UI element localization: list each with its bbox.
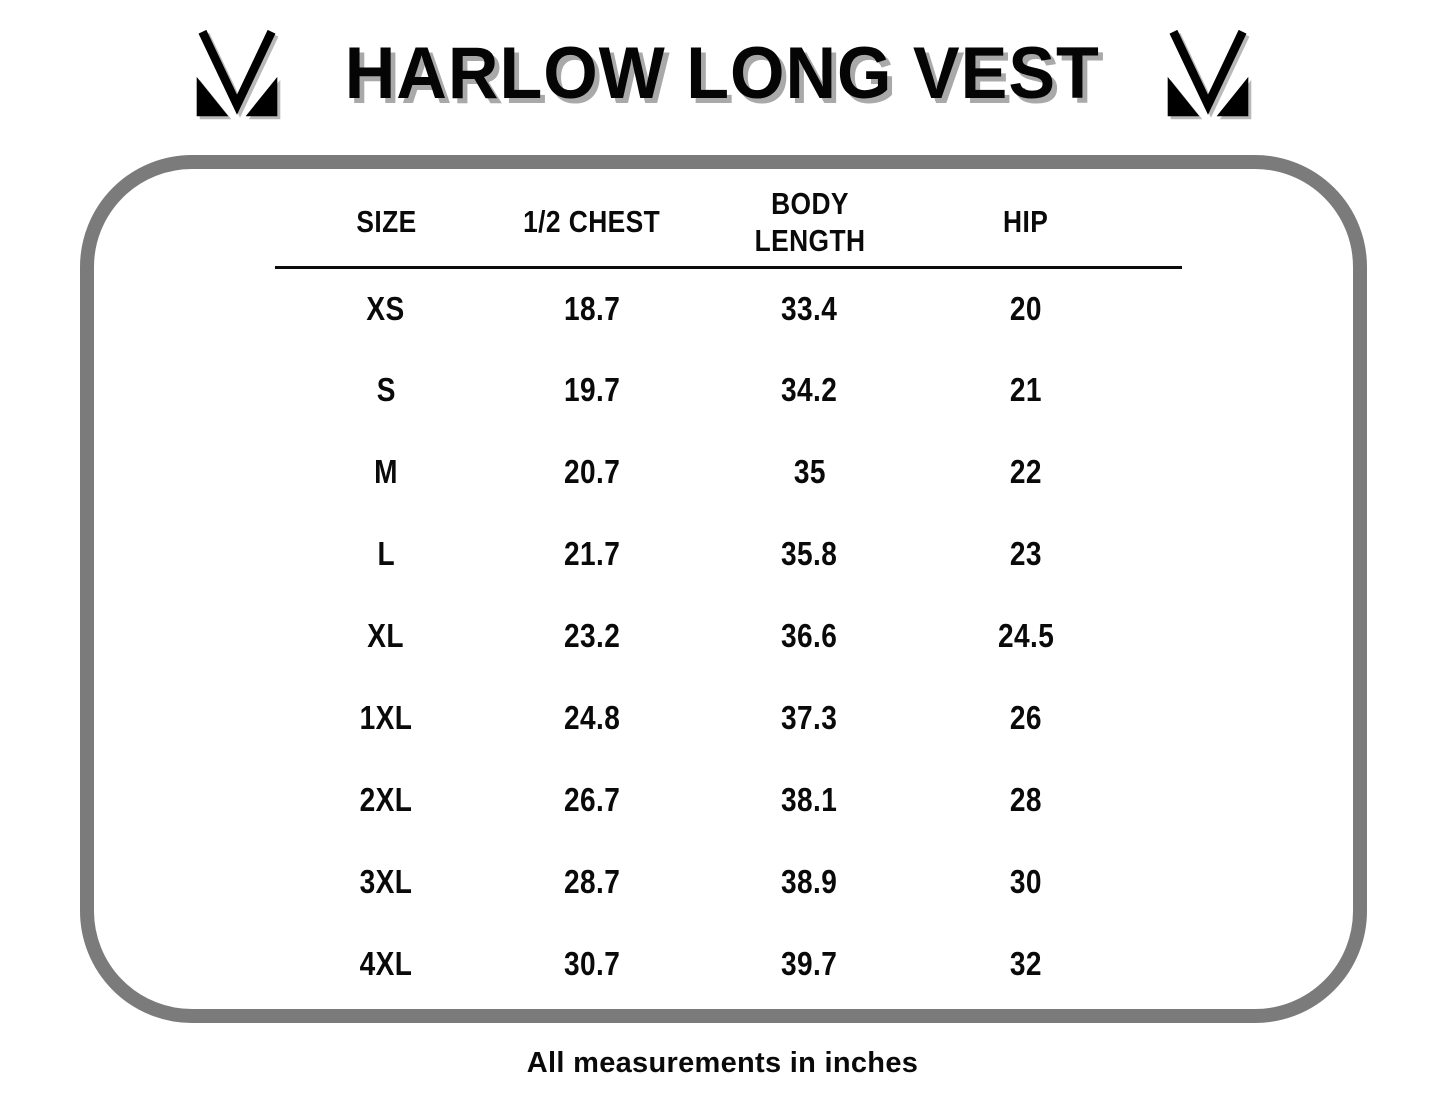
hip-cell: 22 bbox=[1009, 453, 1043, 490]
body-length-cell: 34.2 bbox=[781, 371, 838, 408]
brand-header: HARLOW LONG VEST bbox=[0, 14, 1445, 132]
size-cell: 2XL bbox=[359, 781, 413, 818]
table-row-l: L 21.7 35.8 23 bbox=[275, 513, 1182, 595]
body-length-cell: 35.8 bbox=[781, 535, 838, 572]
size-cell: M bbox=[374, 453, 398, 490]
table-row-1xl: 1XL 24.8 37.3 26 bbox=[275, 677, 1182, 759]
half-chest-cell: 26.7 bbox=[563, 781, 621, 818]
half-chest-cell: 18.7 bbox=[563, 289, 621, 327]
table-row-3xl: 3XL 28.7 38.9 30 bbox=[275, 841, 1182, 923]
column-header-body-length: BODY LENGTH bbox=[687, 179, 932, 269]
hip-cell: 28 bbox=[1009, 781, 1043, 818]
size-cell: XL bbox=[367, 617, 405, 654]
hip-cell: 21 bbox=[1009, 371, 1043, 408]
body-length-cell: 36.6 bbox=[781, 617, 838, 654]
hip-cell: 24.5 bbox=[997, 617, 1055, 654]
body-length-cell: 37.3 bbox=[781, 699, 838, 736]
half-chest-cell: 19.7 bbox=[563, 371, 621, 408]
table-row-4xl: 4XL 30.7 39.7 32 bbox=[275, 923, 1182, 1005]
size-cell: 4XL bbox=[359, 945, 413, 982]
hip-cell: 20 bbox=[1009, 289, 1043, 327]
size-chart-header: SIZE 1/2 CHEST BODY LENGTH HIP bbox=[275, 179, 1182, 269]
m-logo-icon bbox=[196, 29, 278, 117]
hip-cell: 30 bbox=[1009, 863, 1043, 900]
size-chart-body: XS 18.7 33.4 20 S 19.7 34.2 21 M 20.7 35… bbox=[275, 267, 1182, 1005]
half-chest-cell: 28.7 bbox=[563, 863, 621, 900]
table-row-xs: XS 18.7 33.4 20 bbox=[275, 267, 1182, 349]
size-cell: L bbox=[377, 535, 395, 572]
page-title: HARLOW LONG VEST bbox=[344, 32, 1101, 114]
hip-cell: 32 bbox=[1009, 945, 1043, 982]
half-chest-cell: 21.7 bbox=[563, 535, 621, 572]
half-chest-cell: 30.7 bbox=[563, 945, 621, 982]
table-row-xl: XL 23.2 36.6 24.5 bbox=[275, 595, 1182, 677]
header-row: SIZE 1/2 CHEST BODY LENGTH HIP bbox=[275, 179, 1182, 269]
hip-cell: 26 bbox=[1009, 699, 1043, 736]
table-row-s: S 19.7 34.2 21 bbox=[275, 349, 1182, 431]
table-row-m: M 20.7 35 22 bbox=[275, 431, 1182, 513]
size-chart-table: SIZE 1/2 CHEST BODY LENGTH HIP XS 18.7 3… bbox=[275, 179, 1182, 1005]
measurement-unit-note: All measurements in inches bbox=[526, 1047, 919, 1079]
m-logo-icon bbox=[1167, 29, 1249, 117]
body-length-cell: 38.9 bbox=[781, 863, 838, 900]
hip-cell: 23 bbox=[1009, 535, 1043, 572]
half-chest-cell: 20.7 bbox=[563, 453, 621, 490]
body-length-cell: 38.1 bbox=[781, 781, 838, 818]
half-chest-cell: 24.8 bbox=[563, 699, 621, 736]
size-cell: XS bbox=[366, 289, 406, 327]
spacer-cell bbox=[1120, 179, 1182, 269]
column-header-half-chest: 1/2 CHEST bbox=[497, 179, 687, 269]
body-length-cell: 33.4 bbox=[781, 289, 838, 327]
size-chart-frame: SIZE 1/2 CHEST BODY LENGTH HIP XS 18.7 3… bbox=[80, 155, 1367, 1023]
column-header-size: SIZE bbox=[275, 179, 497, 269]
size-cell: 3XL bbox=[359, 863, 413, 900]
size-cell: 1XL bbox=[359, 699, 413, 736]
body-length-cell: 35 bbox=[793, 453, 826, 490]
table-row-2xl: 2XL 26.7 38.1 28 bbox=[275, 759, 1182, 841]
size-cell: S bbox=[376, 371, 396, 408]
column-header-hip: HIP bbox=[932, 179, 1120, 269]
body-length-cell: 39.7 bbox=[781, 945, 838, 982]
half-chest-cell: 23.2 bbox=[563, 617, 621, 654]
